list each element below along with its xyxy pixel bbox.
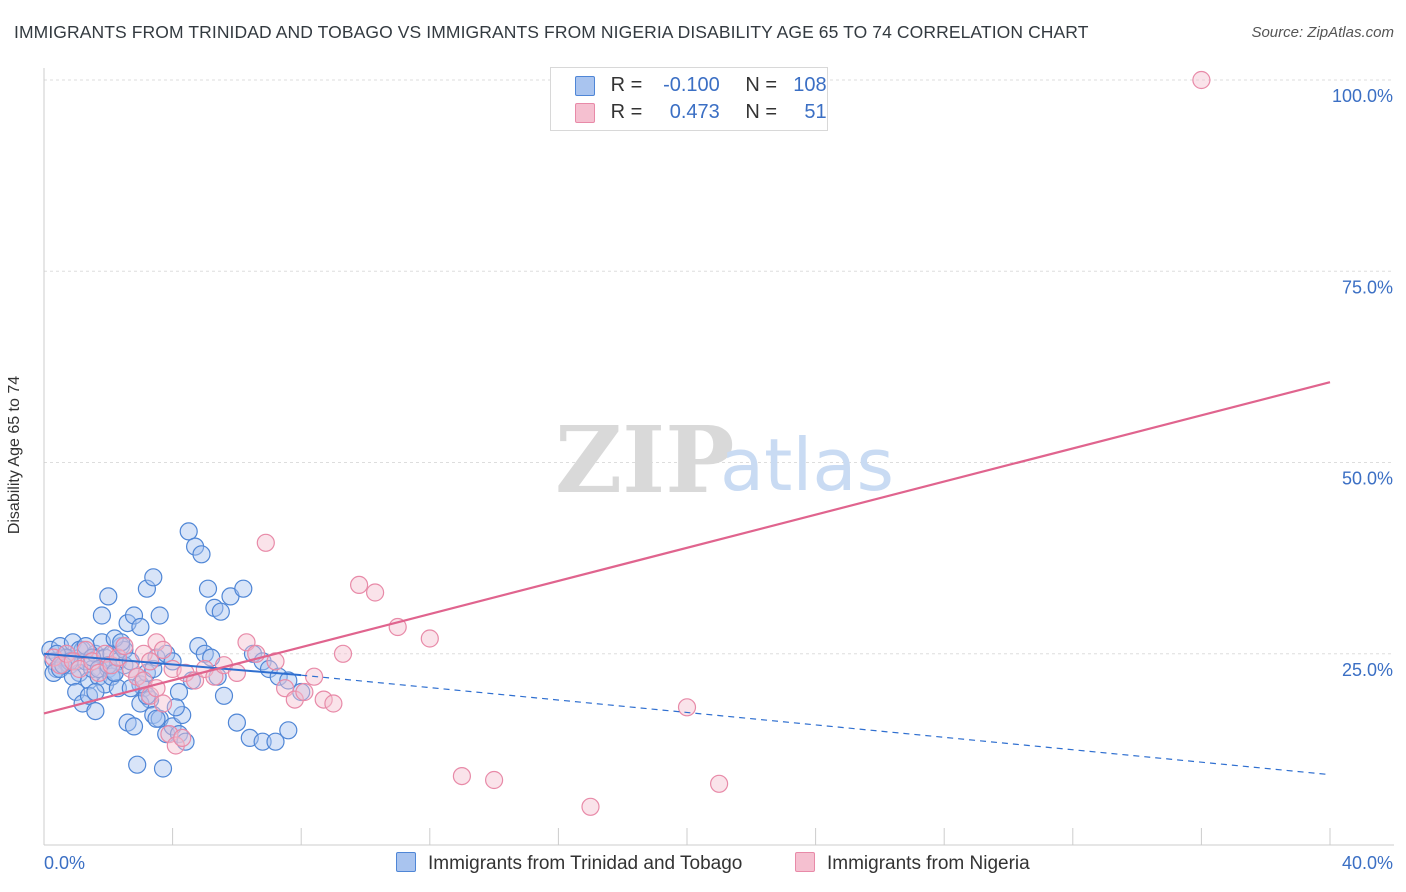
y-tick-label: 50.0% <box>1342 469 1393 489</box>
point-nigeria <box>420 629 439 648</box>
point-nigeria <box>333 644 353 663</box>
point-trinidad <box>124 717 144 736</box>
point-nigeria <box>581 797 600 816</box>
point-nigeria <box>57 644 76 663</box>
trend-line-trinidad-dashed <box>301 674 1331 776</box>
legend-swatch-blue <box>575 75 595 96</box>
legend-n-value: 51 <box>804 101 827 123</box>
series-legend-swatch-blue <box>396 852 416 872</box>
legend-r-value: -0.100 <box>663 74 720 96</box>
correlation-legend: R = -0.100 N = 108 R = 0.473 N = 51 <box>550 67 828 131</box>
legend-r-label: R = <box>610 74 643 96</box>
point-trinidad <box>253 732 272 751</box>
series-legend-label: Immigrants from Trinidad and Tobago <box>428 853 743 874</box>
point-nigeria <box>295 682 314 702</box>
legend-n-label: N = <box>745 101 778 123</box>
point-nigeria <box>173 728 192 748</box>
point-trinidad <box>279 721 298 740</box>
point-trinidad <box>124 606 144 625</box>
point-trinidad <box>214 686 234 705</box>
point-nigeria <box>1192 70 1211 90</box>
legend-n-label: N = <box>745 74 778 96</box>
point-nigeria <box>285 690 304 709</box>
point-trinidad <box>169 682 189 702</box>
point-nigeria <box>677 698 697 717</box>
watermark-atlas: atlas <box>720 423 894 507</box>
point-trinidad <box>99 587 118 606</box>
point-trinidad <box>92 606 112 625</box>
legend-row-trinidad: R = -0.100 N = 108 <box>575 74 827 98</box>
point-trinidad <box>179 522 198 541</box>
point-nigeria <box>108 648 128 667</box>
series-legend-swatch-pink <box>795 852 815 872</box>
point-nigeria <box>324 694 343 713</box>
point-trinidad <box>150 606 169 625</box>
trend-lines <box>43 381 1331 776</box>
point-nigeria <box>314 690 333 709</box>
tick-labels: 25.0% 50.0% 75.0% 100.0% 0.0% 40.0% <box>44 86 1393 873</box>
point-nigeria <box>452 766 471 786</box>
source-label: Source: ZipAtlas.com <box>1251 24 1394 41</box>
gridlines <box>44 79 1394 655</box>
series-legend: Immigrants from Trinidad and Tobago Immi… <box>0 852 1406 878</box>
legend-swatch-pink <box>575 102 595 123</box>
series-legend-item-trinidad[interactable]: Immigrants from Trinidad and Tobago <box>396 852 742 875</box>
point-nigeria <box>227 663 246 683</box>
point-nigeria <box>115 636 134 656</box>
point-nigeria <box>153 640 173 660</box>
point-nigeria <box>366 583 385 602</box>
point-trinidad <box>76 636 95 656</box>
legend-n-value: 108 <box>793 74 827 96</box>
point-trinidad <box>211 602 230 621</box>
axes <box>43 68 1394 846</box>
legend-r-label: R = <box>610 101 643 123</box>
point-trinidad <box>227 713 246 732</box>
point-nigeria <box>166 736 185 755</box>
y-tick-label: 100.0% <box>1332 86 1393 106</box>
trend-line-trinidad-solid <box>43 652 302 677</box>
legend-row-nigeria: R = 0.473 N = 51 <box>575 101 827 125</box>
point-nigeria <box>153 694 173 713</box>
point-trinidad <box>266 732 285 751</box>
x-tick-label-min: 0.0% <box>44 853 85 873</box>
y-axis-label: Disability Age 65 to 74 <box>6 375 23 535</box>
point-trinidad <box>153 759 173 778</box>
x-tick-label-max: 40.0% <box>1342 853 1393 873</box>
legend-r-value: 0.473 <box>669 101 720 123</box>
series-legend-item-nigeria[interactable]: Immigrants from Nigeria <box>795 852 1030 875</box>
y-tick-label: 75.0% <box>1342 277 1393 297</box>
trend-line-nigeria <box>43 381 1331 715</box>
point-trinidad <box>137 579 156 598</box>
point-nigeria <box>350 575 369 595</box>
point-trinidad <box>144 568 163 587</box>
point-trinidad <box>234 579 253 598</box>
y-tick-label: 25.0% <box>1342 660 1393 680</box>
point-nigeria <box>256 533 275 552</box>
point-trinidad <box>192 545 211 564</box>
watermark-zip: ZIP <box>555 406 734 514</box>
chart-title: IMMIGRANTS FROM TRINIDAD AND TOBAGO VS I… <box>14 22 1089 42</box>
point-nigeria <box>76 640 95 660</box>
point-trinidad <box>86 701 105 721</box>
point-trinidad <box>147 709 166 728</box>
point-trinidad <box>128 755 147 774</box>
point-nigeria <box>709 774 729 793</box>
series-legend-label: Immigrants from Nigeria <box>827 853 1030 874</box>
data-points <box>41 70 1211 816</box>
point-nigeria <box>102 656 121 675</box>
point-trinidad <box>198 579 218 598</box>
watermark: ZIP atlas <box>555 406 894 514</box>
point-nigeria <box>147 633 166 652</box>
point-nigeria <box>485 770 504 790</box>
point-trinidad <box>131 617 150 637</box>
